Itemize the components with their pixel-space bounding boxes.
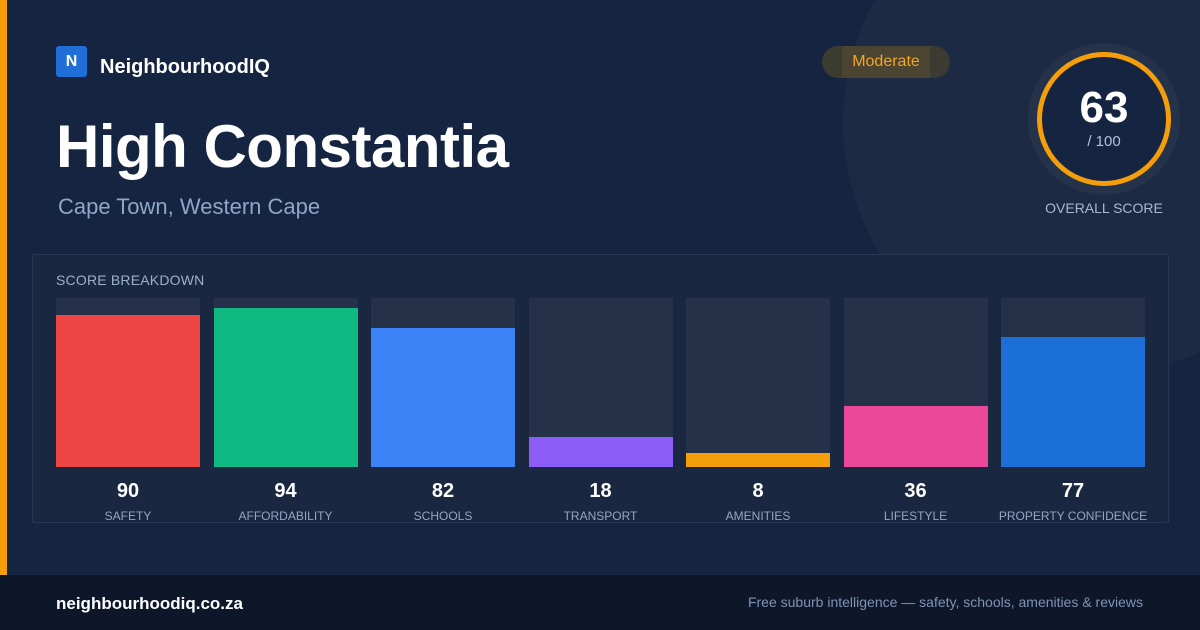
overall-score-max: / 100: [1087, 133, 1121, 150]
location-subtitle: Cape Town, Western Cape: [58, 194, 321, 219]
bar-fill: [56, 314, 200, 467]
overall-score-value: 63: [1079, 83, 1129, 132]
bar-label: PROPERTY CONFIDENCE: [998, 509, 1148, 523]
bar-track: [371, 298, 515, 467]
bar-value: 90: [116, 480, 140, 502]
bar-track: [213, 298, 358, 467]
bar-label: LIFESTYLE: [883, 509, 948, 523]
page-title: High Constantia: [56, 113, 509, 180]
bar-fill: [528, 436, 673, 467]
brand-logo-icon: N: [56, 46, 87, 77]
score-bar-lifestyle: 36 LIFESTYLE: [843, 298, 988, 523]
bar-value: 18: [589, 480, 612, 502]
bar-track: [528, 298, 673, 467]
score-bar-amenities: 8 AMENITIES: [686, 298, 830, 523]
score-breakdown-panel: SCORE BREAKDOWN 90 SAFETY 94 AFFORDABILITY 8…: [32, 254, 1169, 523]
overall-score-label: OVERALL SCORE: [1045, 200, 1163, 216]
bar-track: [843, 298, 988, 467]
bar-fill: [1001, 336, 1145, 467]
bar-value: 94: [274, 480, 297, 502]
breakdown-heading: SCORE BREAKDOWN: [56, 272, 205, 288]
bar-label: AFFORDABILITY: [238, 509, 333, 523]
bar-label: SAFETY: [104, 509, 152, 523]
rating-badge-label: Moderate: [852, 53, 920, 70]
bar-label: TRANSPORT: [563, 509, 638, 523]
left-accent-bar: [0, 0, 7, 575]
bar-track: [1001, 298, 1145, 467]
bar-track: [56, 298, 200, 467]
bar-label: AMENITIES: [725, 509, 791, 523]
breakdown-bars: 90 SAFETY 94 AFFORDABILITY 82 SCHOOLS 18 TRANSP…: [56, 298, 1147, 523]
rating-badge: Moderate: [822, 46, 950, 78]
bar-value: 8: [752, 480, 764, 502]
bar-value: 82: [431, 480, 455, 502]
bar-track: [686, 298, 830, 467]
bar-fill: [686, 453, 830, 467]
footer-tagline: Free suburb intelligence — safety, schoo…: [747, 594, 1143, 610]
score-bar-property-confidence: 77 PROPERTY CONFIDENCE: [999, 298, 1147, 523]
score-bar-transport: 18 TRANSPORT: [528, 298, 673, 523]
bar-fill: [371, 328, 515, 467]
bar-fill: [213, 308, 358, 467]
score-bar-affordability: 94 AFFORDABILITY: [213, 298, 358, 523]
score-ring: [1037, 52, 1171, 186]
footer-site-link[interactable]: neighbourhoodiq.co.za: [56, 594, 243, 613]
score-bar-schools: 82 SCHOOLS: [371, 298, 515, 523]
brand-name: NeighbourhoodIQ: [100, 56, 270, 78]
share-card: N NeighbourhoodIQ High Constantia Cape T…: [0, 0, 1171, 575]
brand-logo-letter: N: [65, 52, 78, 70]
bar-fill: [843, 406, 988, 467]
footer: neighbourhoodiq.co.za Free suburb intell…: [0, 575, 1200, 630]
bar-label: SCHOOLS: [413, 509, 473, 523]
bar-value: 77: [1061, 480, 1085, 502]
score-bar-safety: 90 SAFETY: [56, 298, 200, 523]
badge-highlight: [842, 46, 930, 78]
bar-value: 36: [904, 480, 927, 502]
